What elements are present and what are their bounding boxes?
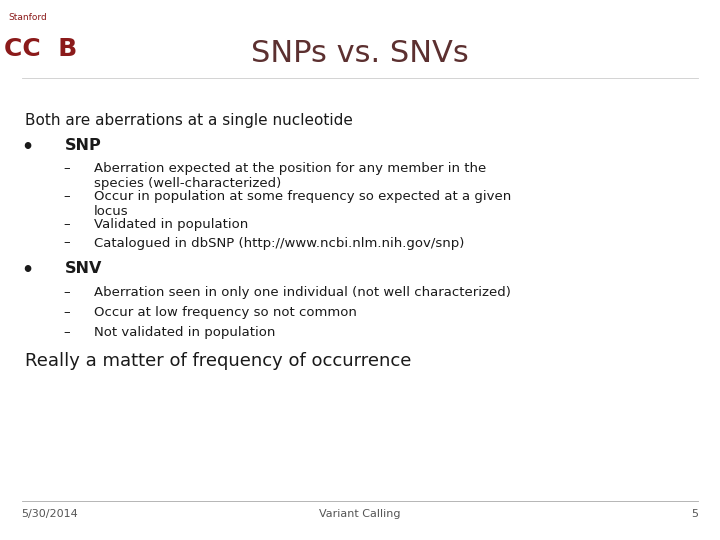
Text: •: • (22, 138, 34, 157)
Text: –: – (63, 162, 70, 175)
Text: SNP: SNP (65, 138, 102, 153)
Text: Stanford: Stanford (9, 13, 48, 22)
Text: Aberration expected at the position for any member in the
species (well-characte: Aberration expected at the position for … (94, 162, 486, 190)
Text: Occur at low frequency so not common: Occur at low frequency so not common (94, 306, 356, 319)
Text: –: – (63, 218, 70, 231)
Text: SNPs vs. SNVs: SNPs vs. SNVs (251, 39, 469, 69)
Text: Occur in population at some frequency so expected at a given
locus: Occur in population at some frequency so… (94, 190, 511, 218)
Text: •: • (22, 261, 34, 280)
Text: Both are aberrations at a single nucleotide: Both are aberrations at a single nucleot… (25, 113, 353, 129)
Text: 5/30/2014: 5/30/2014 (22, 509, 78, 519)
Text: –: – (63, 237, 70, 249)
Text: Aberration seen in only one individual (not well characterized): Aberration seen in only one individual (… (94, 286, 510, 299)
Text: –: – (63, 306, 70, 319)
Text: Variant Calling: Variant Calling (319, 509, 401, 519)
Text: Validated in population: Validated in population (94, 218, 248, 231)
Text: 5: 5 (691, 509, 698, 519)
Text: Catalogued in dbSNP (http://www.ncbi.nlm.nih.gov/snp): Catalogued in dbSNP (http://www.ncbi.nlm… (94, 237, 464, 249)
Text: CC  B: CC B (4, 37, 77, 61)
Text: –: – (63, 326, 70, 339)
Text: SNV: SNV (65, 261, 102, 276)
Text: –: – (63, 286, 70, 299)
Text: Not validated in population: Not validated in population (94, 326, 275, 339)
Text: –: – (63, 190, 70, 203)
Text: Really a matter of frequency of occurrence: Really a matter of frequency of occurren… (25, 352, 412, 370)
